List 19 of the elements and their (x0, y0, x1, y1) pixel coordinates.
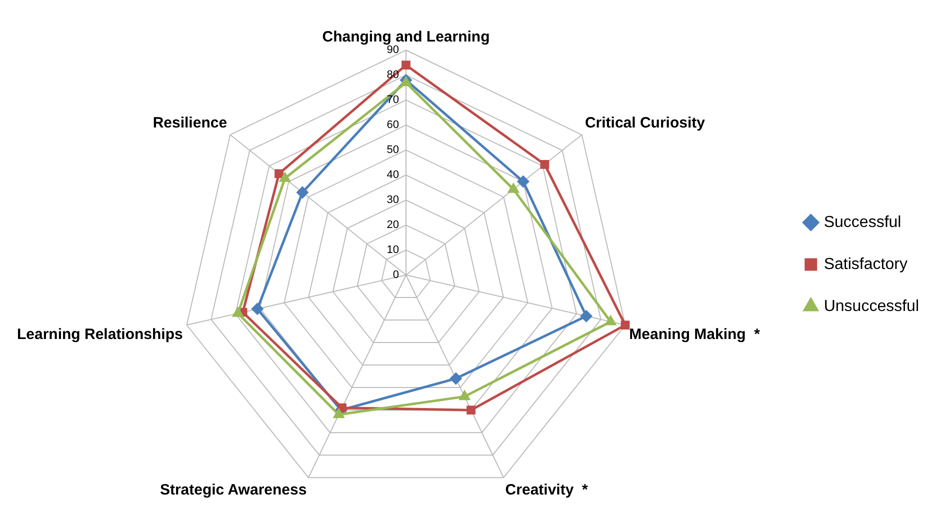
spoke-label: Critical Curiosity (584, 114, 706, 132)
y-tick-label: 0 (392, 269, 399, 282)
spoke-label: Learning Relationships (17, 326, 183, 344)
spoke-label: Resilience (152, 114, 228, 132)
spoke-label: Strategic Awareness (160, 481, 307, 498)
y-tick-label: 60 (386, 119, 399, 132)
y-tick-label: 30 (386, 194, 399, 206)
y-tick-label: 20 (386, 219, 399, 232)
y-tick-label: 10 (386, 244, 399, 256)
legend-label: Successful (824, 214, 902, 231)
y-tick-label: 70 (386, 94, 399, 106)
y-tick-label: 40 (386, 169, 399, 182)
spoke-label: Changing and Learning (322, 28, 490, 46)
legend-label: Satisfactory (824, 256, 908, 273)
legend-label: Unsuccessful (824, 298, 920, 315)
y-tick-label: 50 (386, 144, 399, 156)
spoke-label: Meaning Making * (629, 326, 760, 344)
spoke-label: Creativity * (505, 481, 588, 498)
y-tick-label: 90 (386, 44, 399, 56)
